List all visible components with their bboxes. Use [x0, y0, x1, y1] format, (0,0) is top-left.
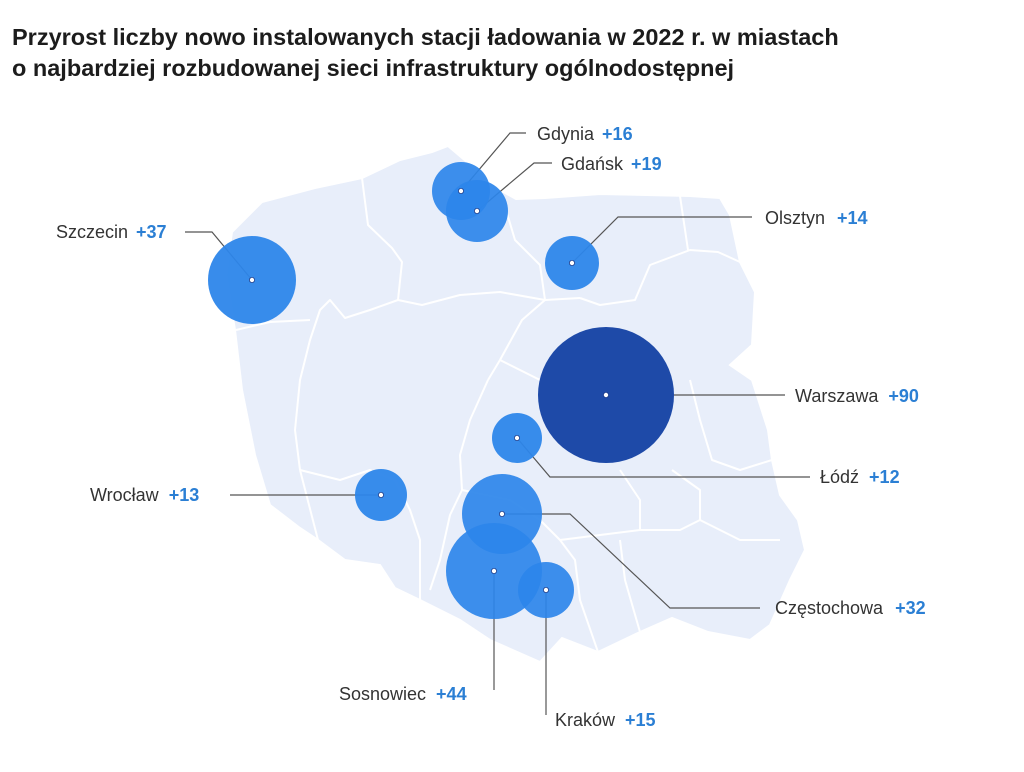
city-dot-lodz	[514, 434, 521, 441]
label-gdynia: Gdynia +16	[537, 124, 633, 144]
city-dots	[248, 187, 610, 594]
poland-outline	[224, 144, 807, 664]
city-value-lodz: +12	[869, 467, 900, 487]
city-value-gdansk: +19	[631, 154, 662, 174]
chart-title-line-1: Przyrost liczby nowo instalowanych stacj…	[12, 24, 839, 50]
city-value-czestochowa: +32	[895, 598, 926, 618]
label-krakow: Kraków +15	[555, 710, 656, 730]
city-name-sosnowiec: Sosnowiec	[339, 684, 426, 704]
chart-title: Przyrost liczby nowo instalowanych stacj…	[12, 22, 1012, 84]
city-labels: Gdynia +16 Gdańsk +19 Olsztyn +14 Szczecin +…	[56, 124, 926, 730]
chart-title-line-2: o najbardziej rozbudowanej sieci infrast…	[12, 55, 735, 81]
label-wroclaw: Wrocław +13	[90, 485, 199, 505]
city-dot-olsztyn	[569, 259, 576, 266]
city-name-warszawa: Warszawa	[795, 386, 879, 406]
city-dot-szczecin	[248, 276, 255, 283]
label-olsztyn: Olsztyn +14	[765, 208, 868, 228]
label-gdansk: Gdańsk +19	[561, 154, 662, 174]
city-value-krakow: +15	[625, 710, 656, 730]
city-dot-gdynia	[457, 187, 464, 194]
city-value-warszawa: +90	[888, 386, 919, 406]
city-dot-warszawa	[603, 391, 610, 398]
label-warszawa: Warszawa +90	[795, 386, 919, 406]
label-szczecin: Szczecin +37	[56, 222, 167, 242]
label-sosnowiec: Sosnowiec +44	[339, 684, 467, 704]
city-name-gdansk: Gdańsk	[561, 154, 624, 174]
label-lodz: Łódź +12	[820, 467, 900, 487]
city-dot-czestochowa	[498, 510, 505, 517]
city-value-sosnowiec: +44	[436, 684, 467, 704]
city-name-gdynia: Gdynia	[537, 124, 595, 144]
city-name-krakow: Kraków	[555, 710, 616, 730]
city-name-czestochowa: Częstochowa	[775, 598, 884, 618]
city-dot-wroclaw	[377, 491, 384, 498]
city-value-olsztyn: +14	[837, 208, 868, 228]
city-value-wroclaw: +13	[169, 485, 200, 505]
city-name-lodz: Łódź	[820, 467, 859, 487]
city-name-olsztyn: Olsztyn	[765, 208, 825, 228]
city-dot-gdansk	[473, 207, 480, 214]
city-name-szczecin: Szczecin	[56, 222, 128, 242]
city-dot-krakow	[543, 587, 550, 594]
city-dot-sosnowiec	[490, 568, 497, 575]
city-value-szczecin: +37	[136, 222, 167, 242]
city-name-wroclaw: Wrocław	[90, 485, 160, 505]
label-czestochowa: Częstochowa +32	[775, 598, 926, 618]
city-value-gdynia: +16	[602, 124, 633, 144]
